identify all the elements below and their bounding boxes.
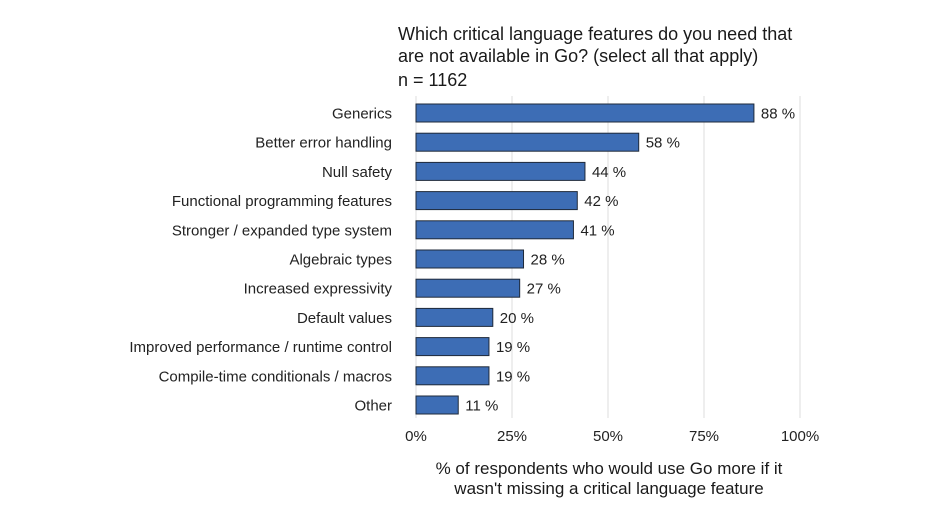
bar	[415, 307, 494, 327]
category-label: Increased expressivity	[244, 281, 393, 298]
category-label: Compile-time conditionals / macros	[159, 368, 392, 385]
bar	[415, 191, 578, 211]
value-label: 28 %	[531, 252, 565, 269]
category-labels: Generics Better error handling Null safety…	[129, 106, 392, 415]
value-label: 88 %	[761, 106, 795, 123]
category-label: Functional programming features	[172, 193, 392, 210]
bar	[415, 337, 490, 357]
value-label: 19 %	[496, 339, 530, 356]
value-label: 19 %	[496, 368, 530, 385]
category-label: Default values	[297, 310, 392, 327]
bar	[415, 220, 574, 240]
bar	[415, 366, 490, 386]
bars	[415, 103, 755, 415]
chart-title-line-2: are not available in Go? (select all tha…	[398, 46, 759, 66]
x-axis-label-line-2: wasn't missing a critical language featu…	[454, 479, 764, 498]
x-axis-label-line-1: % of respondents who would use Go more i…	[435, 459, 783, 478]
chart-title-line-1: Which critical language features do you …	[398, 24, 793, 44]
x-axis-tick-labels: 0% 25% 50% 75% 100%	[405, 428, 819, 445]
x-tick-label: 75%	[689, 428, 719, 445]
value-label: 44 %	[592, 164, 626, 181]
value-label: 42 %	[584, 193, 618, 210]
chart-subtitle: n = 1162	[398, 70, 468, 90]
value-labels: 88 % 58 % 44 % 42 % 41 % 28 % 27 % 20 % 19 % 19 %…	[465, 106, 795, 415]
bar	[415, 249, 525, 269]
bar	[415, 103, 755, 123]
category-label: Better error handling	[255, 135, 392, 152]
x-tick-label: 100%	[781, 428, 819, 445]
value-label: 20 %	[500, 310, 534, 327]
x-tick-label: 0%	[405, 428, 427, 445]
category-label: Generics	[332, 106, 392, 123]
category-label: Algebraic types	[289, 252, 392, 269]
value-label: 11 %	[465, 398, 498, 415]
value-label: 27 %	[527, 281, 561, 298]
bar	[415, 161, 586, 181]
value-label: 41 %	[580, 222, 614, 239]
category-label: Null safety	[322, 164, 393, 181]
x-tick-label: 50%	[593, 428, 623, 445]
value-label: 58 %	[646, 135, 680, 152]
category-label: Improved performance / runtime control	[129, 339, 392, 356]
category-label: Other	[354, 398, 392, 415]
bar	[415, 132, 640, 152]
category-label: Stronger / expanded type system	[172, 222, 392, 239]
x-tick-label: 25%	[497, 428, 527, 445]
bar	[415, 278, 521, 298]
bar	[415, 395, 459, 415]
